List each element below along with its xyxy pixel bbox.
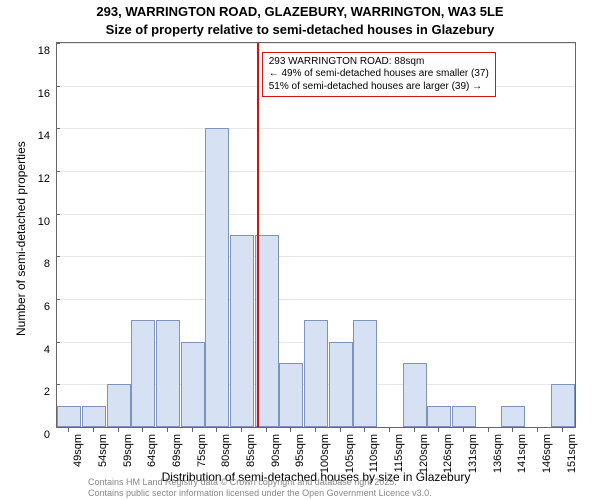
histogram-bar	[131, 320, 155, 427]
chart-title-line1: 293, WARRINGTON ROAD, GLAZEBURY, WARRING…	[0, 4, 600, 19]
histogram-bar	[205, 128, 229, 427]
histogram-bar	[353, 320, 377, 427]
x-tick-label: 141sqm	[516, 434, 528, 473]
histogram-bar	[181, 342, 205, 427]
y-axis: 024681012141618	[0, 42, 56, 428]
x-tick-label: 126sqm	[442, 434, 454, 473]
histogram-bar	[551, 384, 575, 427]
y-tick-label: 18	[10, 45, 56, 57]
gridlines	[57, 43, 575, 427]
histogram-bar	[107, 384, 131, 427]
histogram-bar	[501, 406, 525, 427]
y-tick-label: 12	[10, 173, 56, 185]
x-tick-label: 115sqm	[393, 434, 405, 472]
annotation-line: 293 WARRINGTON ROAD: 88sqm	[269, 56, 489, 69]
histogram-bar	[255, 235, 279, 427]
reference-line	[257, 43, 259, 427]
y-tick-label: 8	[10, 258, 56, 270]
chart-container: 293, WARRINGTON ROAD, GLAZEBURY, WARRING…	[0, 0, 600, 500]
x-tick-label: 80sqm	[220, 434, 232, 467]
x-tick-label: 110sqm	[368, 434, 380, 472]
histogram-bar	[329, 342, 353, 427]
x-tick-label: 64sqm	[146, 434, 158, 467]
x-tick-label: 59sqm	[122, 434, 134, 467]
y-tick-label: 6	[10, 301, 56, 313]
histogram-bar	[452, 406, 476, 427]
x-tick-label: 100sqm	[319, 434, 331, 473]
x-tick-label: 54sqm	[97, 434, 109, 467]
x-tick-label: 95sqm	[294, 434, 306, 467]
x-tick-label: 146sqm	[541, 434, 553, 473]
x-tick-label: 120sqm	[418, 434, 430, 473]
x-tick-label: 85sqm	[245, 434, 257, 467]
histogram-bar	[156, 320, 180, 427]
x-tick-label: 69sqm	[171, 434, 183, 467]
bars-layer	[57, 43, 575, 427]
histogram-bar	[403, 363, 427, 427]
y-tick-label: 4	[10, 344, 56, 356]
histogram-bar	[230, 235, 254, 427]
histogram-bar	[304, 320, 328, 427]
attribution-line2: Contains public sector information licen…	[88, 488, 432, 499]
x-tick-label: 131sqm	[467, 434, 479, 473]
x-tick-label: 151sqm	[566, 434, 578, 473]
annotation-box: 293 WARRINGTON ROAD: 88sqm← 49% of semi-…	[262, 52, 496, 98]
y-tick-label: 14	[10, 130, 56, 142]
y-tick-label: 16	[10, 88, 56, 100]
x-tick-label: 75sqm	[196, 434, 208, 467]
y-tick-label: 10	[10, 216, 56, 228]
attribution-line1: Contains HM Land Registry data © Crown c…	[88, 477, 432, 488]
overlay-layer: 293 WARRINGTON ROAD: 88sqm← 49% of semi-…	[57, 43, 575, 427]
attribution: Contains HM Land Registry data © Crown c…	[88, 477, 432, 499]
y-tick-label: 0	[10, 429, 56, 441]
annotation-line: ← 49% of semi-detached houses are smalle…	[269, 68, 489, 81]
plot-area: 293 WARRINGTON ROAD: 88sqm← 49% of semi-…	[56, 42, 576, 428]
histogram-bar	[279, 363, 303, 427]
x-tick-label: 49sqm	[72, 434, 84, 467]
chart-title-line2: Size of property relative to semi-detach…	[0, 22, 600, 37]
x-tick-label: 136sqm	[492, 434, 504, 473]
histogram-bar	[57, 406, 81, 427]
x-tick-label: 105sqm	[344, 434, 356, 473]
x-tick-label: 90sqm	[270, 434, 282, 467]
histogram-bar	[82, 406, 106, 427]
histogram-bar	[427, 406, 451, 427]
y-tick-label: 2	[10, 386, 56, 398]
annotation-line: 51% of semi-detached houses are larger (…	[269, 81, 489, 94]
